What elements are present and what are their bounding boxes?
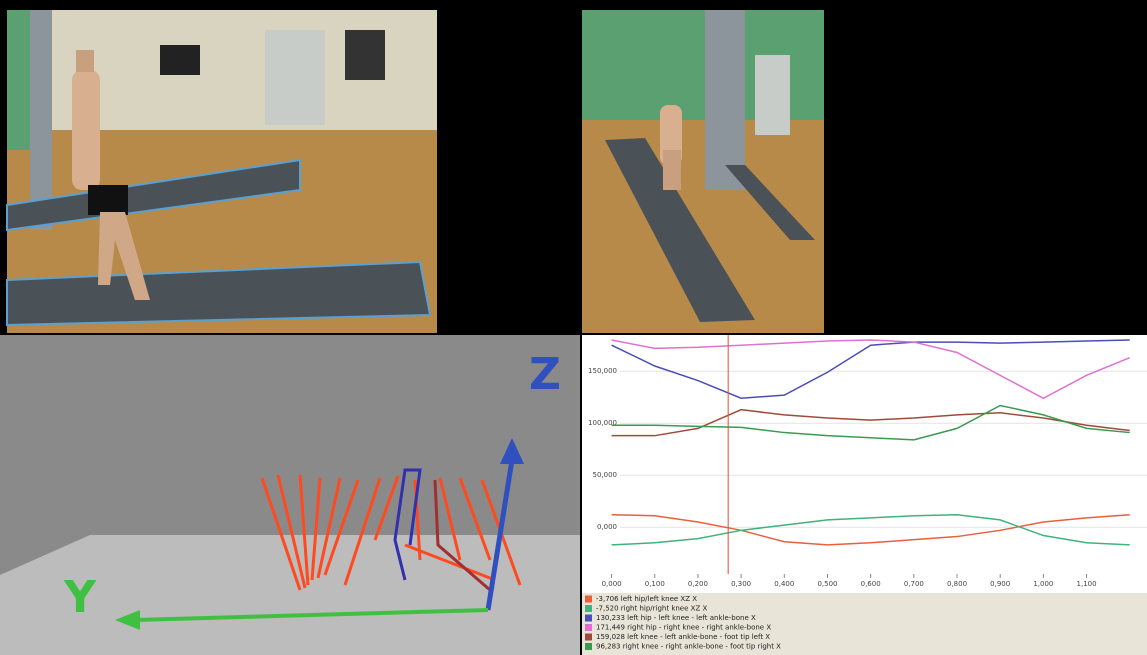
legend-swatch (585, 634, 592, 641)
x-tick-label: 0,700 (904, 580, 924, 588)
x-tick-label: 0,300 (731, 580, 751, 588)
x-tick-label: 0,900 (990, 580, 1010, 588)
mocap-app: Z Y 0,00050,000100,000150,0000,0000,1000… (0, 0, 1147, 655)
camera-view-left (7, 10, 437, 333)
legend-swatch (585, 596, 592, 603)
x-tick-label: 1,000 (1033, 580, 1053, 588)
axis-y-label: Y (63, 572, 97, 623)
x-tick-label: 0,400 (774, 580, 794, 588)
legend-label: 96,283 right knee - right ankle-bone - f… (596, 643, 781, 651)
legend-swatch (585, 643, 592, 650)
camera-view-right (582, 10, 824, 333)
y-tick-label: 150,000 (588, 367, 617, 375)
legend-label: 171,449 right hip - right knee - right a… (596, 624, 771, 632)
legend-swatch (585, 615, 592, 622)
legend-label: -7,520 right hip/right knee XZ X (596, 605, 707, 613)
legend-swatch (585, 624, 592, 631)
x-tick-label: 0,000 (602, 580, 622, 588)
x-tick-label: 1,100 (1077, 580, 1097, 588)
legend-swatch (585, 605, 592, 612)
3d-view: Z Y (0, 335, 580, 655)
y-tick-label: 50,000 (593, 471, 618, 479)
x-tick-label: 0,600 (861, 580, 881, 588)
y-tick-label: 0,000 (597, 523, 617, 531)
legend-label: 159,028 left knee - left ankle-bone - fo… (596, 633, 770, 641)
x-tick-label: 0,100 (645, 580, 665, 588)
legend-label: 130,233 left hip - left knee - left ankl… (596, 614, 756, 622)
x-tick-label: 0,200 (688, 580, 708, 588)
chart-panel (582, 335, 1147, 593)
legend-label: -3,706 left hip/left knee XZ X (596, 595, 697, 603)
axis-z-label: Z (529, 349, 561, 400)
x-tick-label: 0,800 (947, 580, 967, 588)
x-tick-label: 0,500 (817, 580, 837, 588)
